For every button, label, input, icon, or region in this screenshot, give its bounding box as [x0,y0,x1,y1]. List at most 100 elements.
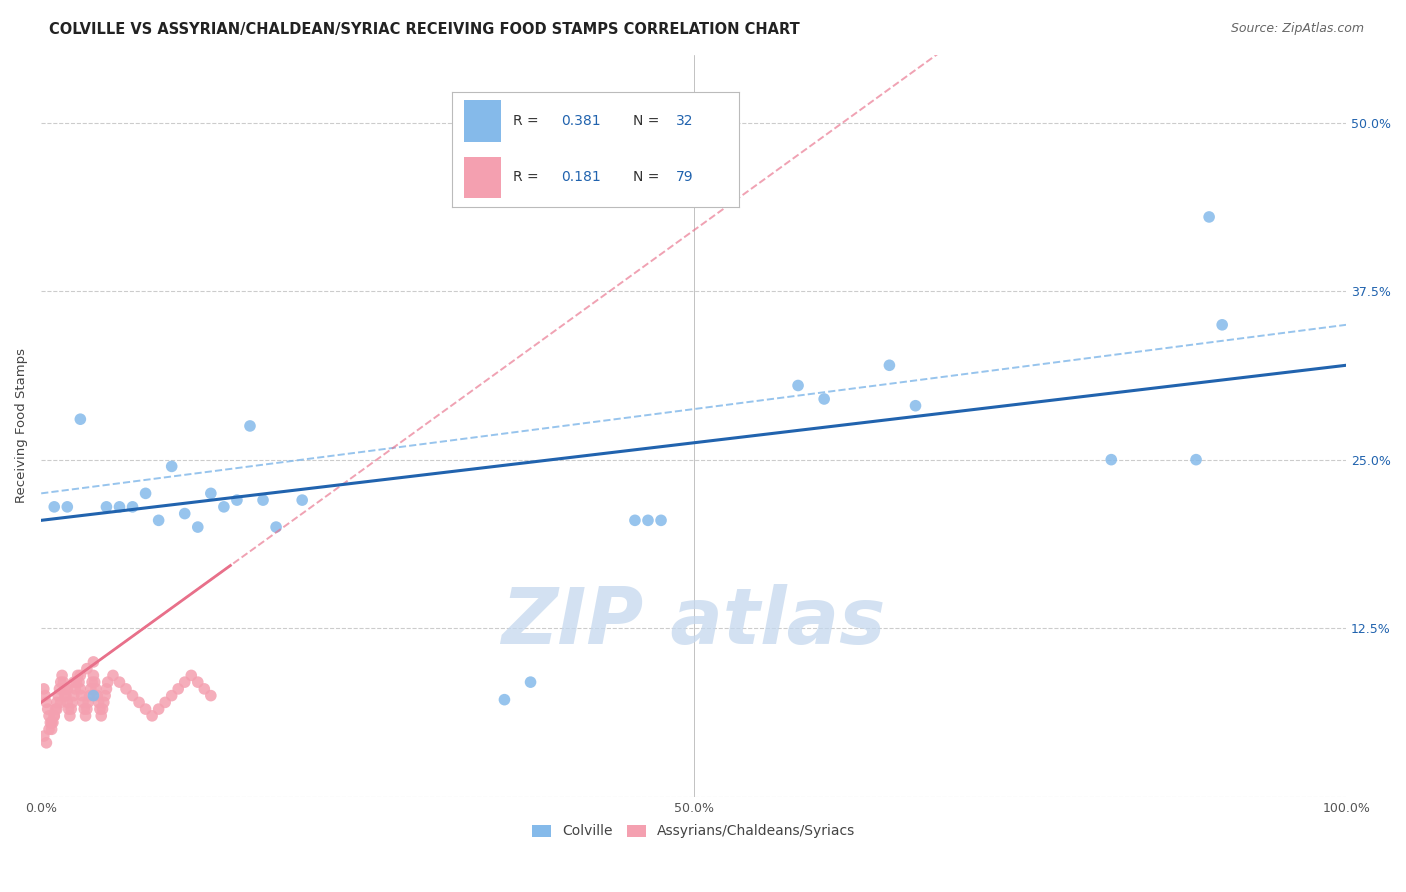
Point [46,689,69,703]
Point [44,709,66,723]
Y-axis label: Receiving Food Stamps: Receiving Food Stamps [15,349,28,503]
Point [200,689,222,703]
Point [160,459,183,474]
Point [49,695,72,709]
Point [252,493,274,508]
Point [180,668,202,682]
Point [63,689,86,703]
Point [38,723,60,737]
Point [904,399,927,413]
Point [55,689,77,703]
Point [41,715,63,730]
Point [49,675,72,690]
Point [70,689,93,703]
Point [82,689,104,703]
Point [42,715,65,730]
Text: ZIP atlas: ZIP atlas [502,584,886,660]
Point [90,709,112,723]
Point [60,702,83,716]
Point [96,500,118,514]
Point [69,681,91,696]
Point [193,681,215,696]
Point [115,681,138,696]
Point [62,695,84,709]
Point [135,486,157,500]
Point [1211,318,1233,332]
Point [148,513,170,527]
Point [167,681,190,696]
Point [264,520,287,534]
Point [32,729,55,743]
Point [128,695,150,709]
Point [75,709,97,723]
Point [45,702,67,716]
Point [148,702,170,716]
Point [173,507,195,521]
Point [80,681,103,696]
Point [82,655,104,669]
Point [89,702,111,716]
Point [173,675,195,690]
Point [52,675,75,690]
Point [34,689,56,703]
Point [135,702,157,716]
Point [121,689,143,703]
Point [1185,452,1208,467]
Point [79,689,101,703]
Point [44,709,66,723]
Point [86,689,108,703]
Point [65,675,87,690]
Point [35,736,58,750]
Point [58,702,80,716]
Point [226,493,249,508]
Point [108,500,131,514]
Point [76,662,98,676]
Point [160,689,183,703]
Point [73,702,96,716]
Point [94,689,117,703]
Text: Source: ZipAtlas.com: Source: ZipAtlas.com [1230,22,1364,36]
Point [35,695,58,709]
Point [1198,210,1220,224]
Point [63,681,86,696]
Point [291,493,314,508]
Point [93,695,115,709]
Point [87,695,110,709]
Point [53,681,76,696]
Point [72,695,94,709]
Point [80,675,103,690]
Point [39,715,62,730]
Point [59,709,82,723]
Point [97,675,120,690]
Point [153,695,176,709]
Point [48,681,70,696]
Point [187,675,209,690]
Point [239,419,262,434]
Point [83,675,105,690]
Point [101,668,124,682]
Point [41,723,63,737]
Point [108,675,131,690]
Point [67,675,90,690]
Point [494,692,516,706]
Point [44,500,66,514]
Point [56,500,79,514]
Point [187,520,209,534]
Point [96,681,118,696]
Point [82,668,104,682]
Point [84,681,107,696]
Point [53,689,76,703]
Point [38,709,60,723]
Point [37,702,59,716]
Legend: Colville, Assyrians/Chaldeans/Syriacs: Colville, Assyrians/Chaldeans/Syriacs [524,818,862,846]
Point [45,702,67,716]
Point [637,513,659,527]
Point [69,668,91,682]
Point [66,668,89,682]
Point [121,500,143,514]
Point [69,412,91,426]
Point [624,513,647,527]
Point [519,675,541,690]
Point [879,358,901,372]
Point [91,702,114,716]
